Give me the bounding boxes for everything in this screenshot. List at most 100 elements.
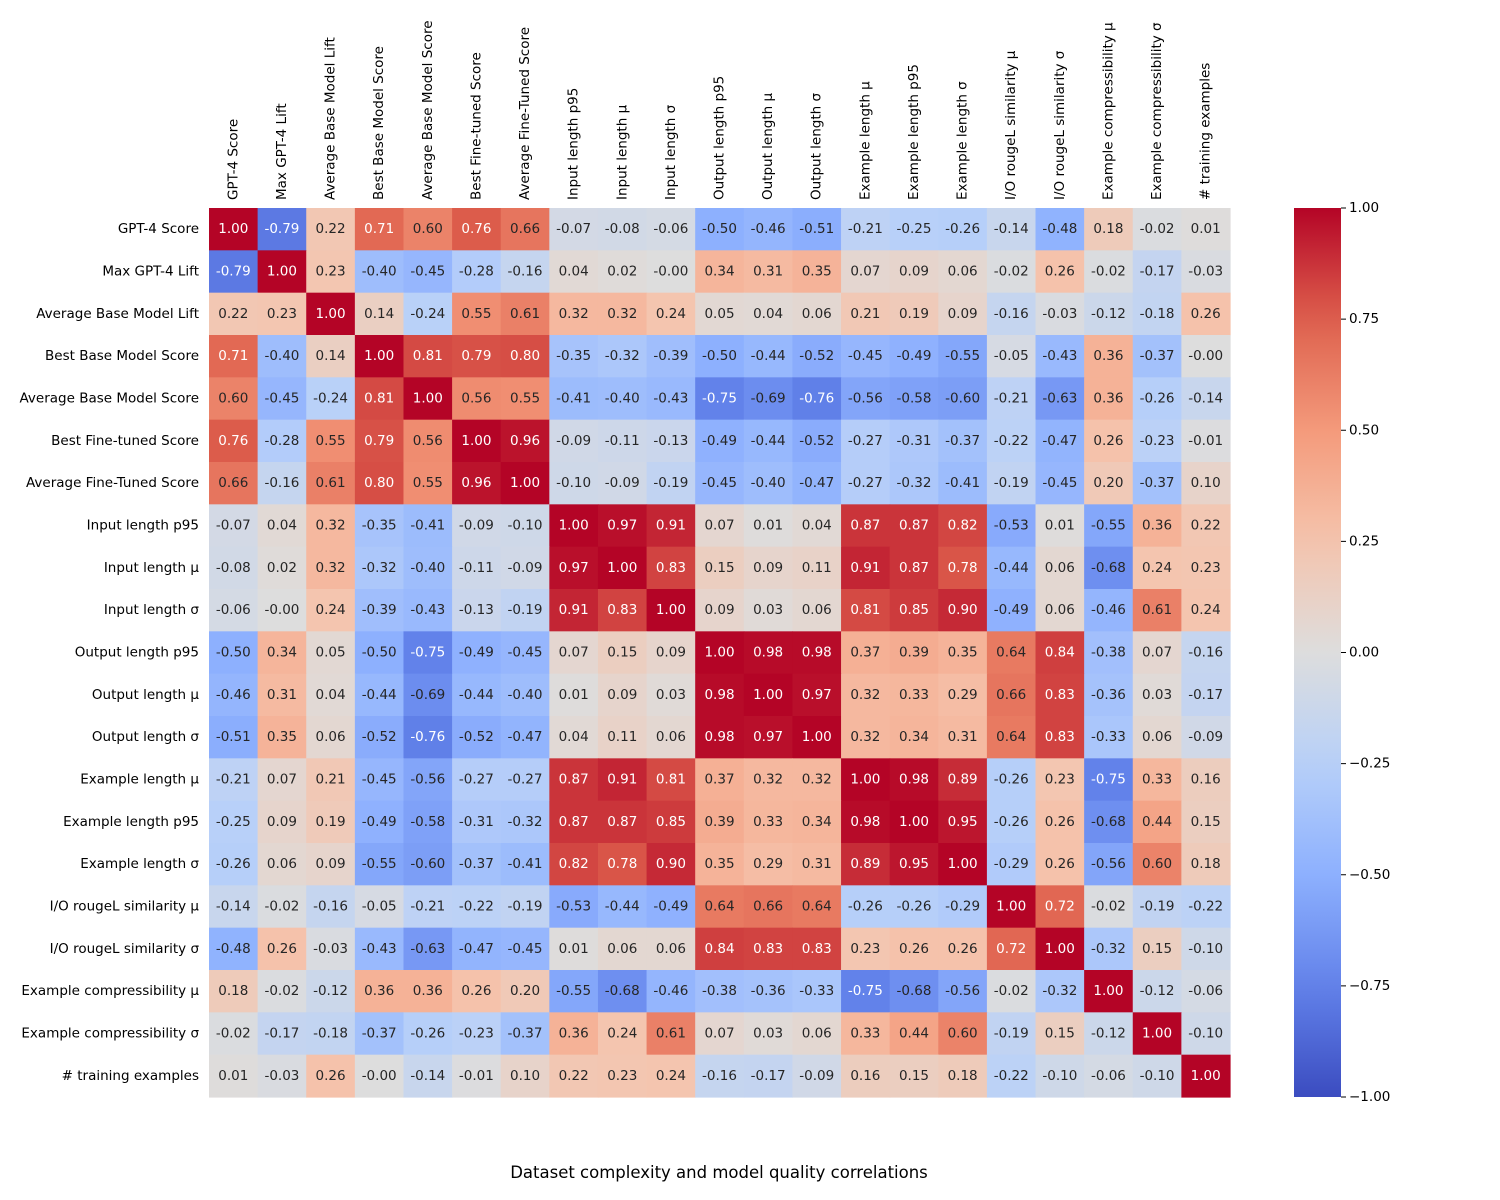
- heatmap-cell-label-1-1: 1.00: [267, 264, 297, 280]
- heatmap-cell-label-4-3: 0.81: [364, 391, 394, 407]
- heatmap-cell-label-18-16: -0.02: [994, 983, 1029, 999]
- heatmap-cell-label-19-18: -0.12: [1091, 1026, 1126, 1042]
- y-label-0: GPT-4 Score: [118, 221, 199, 237]
- heatmap-cell-label-17-20: -0.10: [1188, 941, 1223, 957]
- heatmap-cell-label-16-7: -0.53: [556, 899, 591, 915]
- heatmap-cell-label-10-5: -0.49: [459, 645, 494, 661]
- heatmap-cell-label-6-16: -0.19: [994, 475, 1029, 491]
- heatmap-cell-label-12-10: 0.98: [704, 729, 734, 745]
- heatmap-cell-label-17-9: 0.06: [656, 941, 686, 957]
- heatmap-cell-label-20-6: 0.10: [510, 1068, 540, 1084]
- x-label-18: Example compressibility μ: [1100, 22, 1116, 200]
- heatmap-cell-label-20-13: 0.16: [850, 1068, 880, 1084]
- y-label-5: Best Fine-tuned Score: [51, 433, 199, 449]
- heatmap-cell-label-2-13: 0.21: [850, 306, 880, 322]
- heatmap-cell-label-12-12: 1.00: [802, 729, 832, 745]
- heatmap-cell-label-12-3: -0.52: [362, 729, 397, 745]
- heatmap-cell-label-10-17: 0.84: [1045, 645, 1075, 661]
- heatmap-cell-label-10-11: 0.98: [753, 645, 783, 661]
- heatmap-cell-label-5-4: 0.56: [413, 433, 443, 449]
- heatmap-cell-label-13-16: -0.26: [994, 772, 1029, 788]
- y-label-19: Example compressibility σ: [21, 1026, 199, 1042]
- heatmap-cell-label-7-4: -0.41: [410, 518, 445, 534]
- heatmap-cell-label-11-17: 0.83: [1045, 687, 1075, 703]
- heatmap-cell-label-6-4: 0.55: [413, 475, 443, 491]
- heatmap-cell-label-4-0: 0.60: [218, 391, 248, 407]
- heatmap-cell-label-18-11: -0.36: [751, 983, 786, 999]
- heatmap-cell-label-17-6: -0.45: [508, 941, 543, 957]
- colorbar-tick-label-6: −0.50: [1349, 867, 1390, 883]
- heatmap-cell-label-14-2: 0.19: [316, 814, 346, 830]
- heatmap-cell-label-19-4: -0.26: [410, 1026, 445, 1042]
- heatmap-cell-label-9-5: -0.13: [459, 602, 494, 618]
- heatmap-cell-label-14-11: 0.33: [753, 814, 783, 830]
- colorbar-tick-label-7: −0.75: [1349, 978, 1390, 994]
- heatmap-cell-label-17-3: -0.43: [362, 941, 397, 957]
- heatmap-cell-label-1-0: -0.79: [216, 264, 251, 280]
- heatmap-cell-label-2-14: 0.19: [899, 306, 929, 322]
- x-label-14: Example length p95: [906, 64, 922, 200]
- y-label-9: Input length σ: [104, 602, 200, 618]
- heatmap-cell-label-5-13: -0.27: [848, 433, 883, 449]
- heatmap-cell-label-14-12: 0.34: [802, 814, 832, 830]
- heatmap-cell-label-14-13: 0.98: [850, 814, 880, 830]
- colorbar-tick-label-0: 1.00: [1349, 200, 1379, 216]
- heatmap-cell-label-13-12: 0.32: [802, 772, 832, 788]
- heatmap-cell-label-13-5: -0.27: [459, 772, 494, 788]
- heatmap-cell-label-15-2: 0.09: [316, 856, 346, 872]
- heatmap-cell-label-3-1: -0.40: [264, 348, 299, 364]
- heatmap-cell-label-1-17: 0.26: [1045, 264, 1075, 280]
- y-label-1: Max GPT-4 Lift: [102, 264, 199, 280]
- heatmap-cell-label-8-9: 0.83: [656, 560, 686, 576]
- heatmap-cell-label-3-19: -0.37: [1140, 348, 1175, 364]
- heatmap-cell-label-18-3: 0.36: [364, 983, 394, 999]
- heatmap-cell-label-9-1: -0.00: [264, 602, 299, 618]
- heatmap-cell-label-8-14: 0.87: [899, 560, 929, 576]
- heatmap-cell-label-13-9: 0.81: [656, 772, 686, 788]
- heatmap-cell-label-16-16: 1.00: [996, 899, 1026, 915]
- heatmap-cell-label-19-15: 0.60: [948, 1026, 978, 1042]
- heatmap-cell-label-3-4: 0.81: [413, 348, 443, 364]
- heatmap-cell-label-11-10: 0.98: [704, 687, 734, 703]
- heatmap-cell-label-20-1: -0.03: [264, 1068, 299, 1084]
- heatmap-cell-label-20-9: 0.24: [656, 1068, 686, 1084]
- heatmap-cell-label-1-3: -0.40: [362, 264, 397, 280]
- heatmap-cell-label-6-14: -0.32: [897, 475, 932, 491]
- heatmap-cell-label-4-19: -0.26: [1140, 391, 1175, 407]
- heatmap-cell-label-20-14: 0.15: [899, 1068, 929, 1084]
- heatmap-cell-label-11-13: 0.32: [850, 687, 880, 703]
- heatmap-cell-label-11-5: -0.44: [459, 687, 494, 703]
- heatmap-cell-label-11-6: -0.40: [508, 687, 543, 703]
- heatmap-cell-label-16-13: -0.26: [848, 899, 883, 915]
- heatmap-cell-label-18-19: -0.12: [1140, 983, 1175, 999]
- heatmap-cell-label-13-15: 0.89: [948, 772, 978, 788]
- heatmap-cell-label-7-6: -0.10: [508, 518, 543, 534]
- heatmap-cell-label-0-1: -0.79: [264, 221, 299, 237]
- heatmap-cell-labels: 1.00 -0.79 0.22 0.71 0.60 0.76 0.66 -0.07 -0.08-…: [216, 221, 1223, 1084]
- heatmap-cell-label-6-0: 0.66: [218, 475, 248, 491]
- heatmap-cell-label-13-17: 0.23: [1045, 772, 1075, 788]
- heatmap-cell-label-13-18: -0.75: [1091, 772, 1126, 788]
- heatmap-cell-label-9-0: -0.06: [216, 602, 251, 618]
- heatmap-cell-label-17-12: 0.83: [802, 941, 832, 957]
- x-label-0: GPT-4 Score: [225, 119, 241, 200]
- heatmap-cell-label-2-11: 0.04: [753, 306, 783, 322]
- heatmap-cell-label-7-3: -0.35: [362, 518, 397, 534]
- heatmap-cell-label-8-0: -0.08: [216, 560, 251, 576]
- x-label-11: Output length μ: [760, 92, 776, 200]
- heatmap-cell-label-18-20: -0.06: [1188, 983, 1223, 999]
- y-label-16: I/O rougeL similarity μ: [50, 899, 200, 915]
- heatmap-cell-label-16-5: -0.22: [459, 899, 494, 915]
- heatmap-cell-label-10-0: -0.50: [216, 645, 251, 661]
- y-label-18: Example compressibility μ: [21, 983, 199, 999]
- heatmap-cell-label-7-13: 0.87: [850, 518, 880, 534]
- heatmap-cell-label-4-16: -0.21: [994, 391, 1029, 407]
- heatmap-cell-label-17-0: -0.48: [216, 941, 251, 957]
- heatmap-cell-label-8-6: -0.09: [508, 560, 543, 576]
- heatmap-cell-label-11-20: -0.17: [1188, 687, 1223, 703]
- x-label-20: # training examples: [1198, 63, 1214, 200]
- heatmap-cell-label-20-8: 0.23: [607, 1068, 637, 1084]
- heatmap-cell-label-7-20: 0.22: [1191, 518, 1221, 534]
- heatmap-cell-label-8-17: 0.06: [1045, 560, 1075, 576]
- heatmap-cell-label-19-3: -0.37: [362, 1026, 397, 1042]
